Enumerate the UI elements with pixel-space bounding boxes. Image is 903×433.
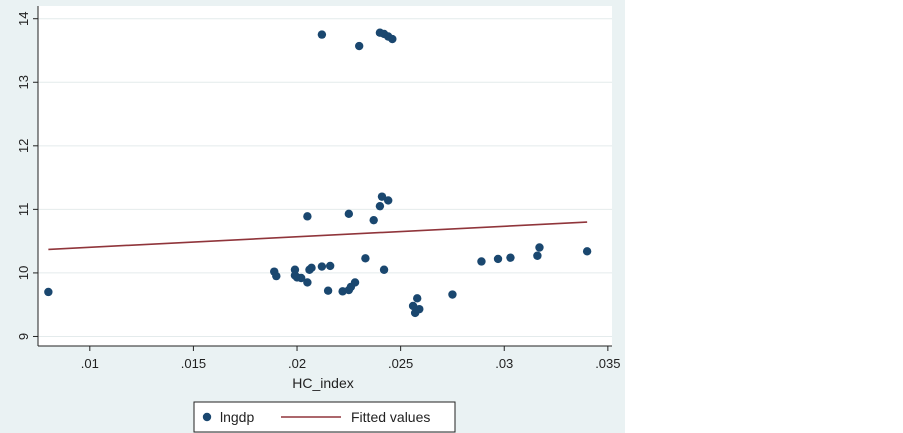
legend-label-fitted: Fitted values: [351, 409, 430, 425]
data-point: [477, 257, 486, 266]
x-tick-label: .025: [388, 356, 413, 371]
fitted-line-layer: [48, 221, 588, 251]
data-point: [317, 262, 327, 271]
data-point: [303, 212, 312, 221]
data-point: [369, 215, 378, 225]
gridlines: [38, 18, 612, 337]
data-point: [296, 273, 306, 283]
data-point: [448, 290, 457, 299]
data-point: [350, 278, 360, 287]
data-point: [384, 196, 393, 205]
data-point: [413, 294, 422, 303]
legend: lngdp Fitted values: [193, 401, 456, 433]
data-point: [44, 287, 53, 297]
data-point: [408, 301, 418, 311]
x-tick-label: .035: [595, 356, 620, 371]
data-point: [375, 201, 385, 211]
data-point: [582, 247, 592, 256]
data-point: [506, 253, 515, 262]
data-point: [415, 304, 424, 314]
data-point: [533, 251, 542, 260]
data-point: [323, 286, 333, 295]
data-point: [354, 41, 364, 51]
y-tick-label: 14: [16, 11, 31, 25]
data-point: [377, 192, 387, 201]
x-tick-label: .03: [495, 356, 513, 371]
x-tick-label: .015: [181, 356, 206, 371]
data-point: [272, 271, 281, 281]
data-point: [344, 209, 354, 219]
y-tick-label: 10: [16, 266, 31, 280]
data-points: [44, 28, 592, 318]
y-tick-label: 13: [16, 75, 31, 89]
data-point: [379, 265, 389, 274]
data-point: [307, 263, 316, 273]
legend-label-lngdp: lngdp: [220, 409, 254, 425]
x-tick-label: .01: [81, 356, 99, 371]
legend-marker-lngdp: [202, 412, 212, 422]
axes: 9 10 11 12 13 14 .01 .015 .02 .025 .03 .035: [16, 6, 621, 371]
scatter-chart: 9 10 11 12 13 14 .01 .015 .02 .025 .03 .035 HC_inde…: [16, 6, 621, 433]
data-point: [361, 254, 370, 263]
legend-box: [193, 401, 456, 433]
chart-figure: 9 10 11 12 13 14 .01 .015 .02 .025 .03 .035 HC_inde…: [0, 0, 625, 433]
data-point: [493, 254, 503, 264]
data-point: [317, 30, 327, 39]
data-point: [325, 261, 335, 271]
y-tick-label: 12: [16, 139, 31, 153]
plot-area: [38, 6, 612, 346]
y-tick-label: 9: [16, 333, 31, 340]
data-point: [535, 243, 544, 252]
x-tick-label: .02: [288, 356, 306, 371]
y-tick-label: 11: [16, 203, 31, 217]
data-point: [303, 278, 312, 287]
fitted-values-line: [48, 221, 588, 251]
data-point: [388, 34, 397, 44]
x-axis-title: HC_index: [292, 375, 353, 391]
